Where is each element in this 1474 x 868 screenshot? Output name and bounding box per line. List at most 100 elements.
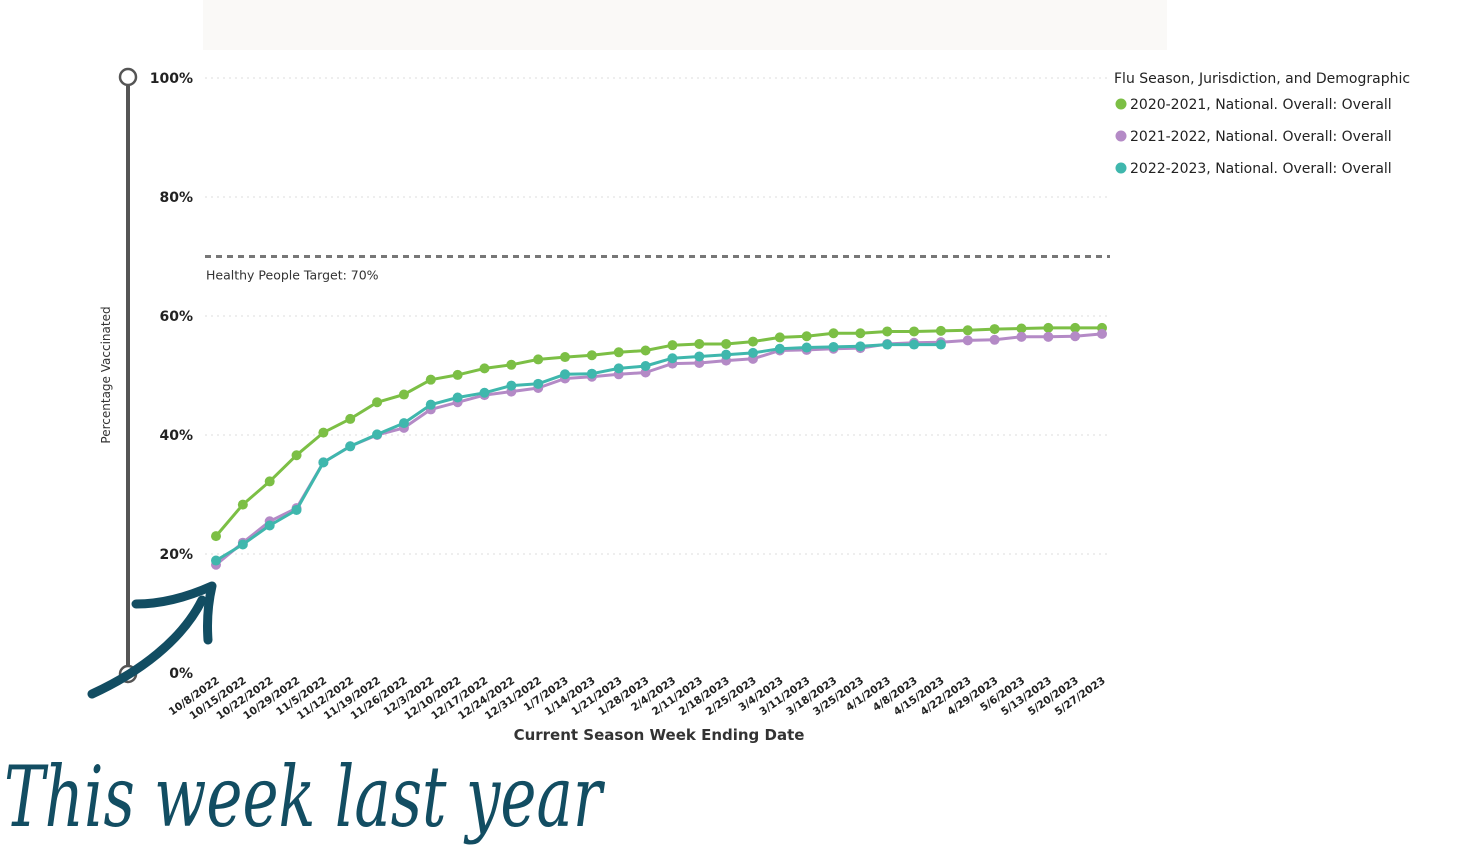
data-point[interactable] bbox=[479, 363, 490, 374]
data-point[interactable] bbox=[828, 341, 839, 352]
y-axis-title: Percentage Vaccinated bbox=[99, 306, 113, 443]
legend-swatch bbox=[1115, 98, 1127, 110]
data-point[interactable] bbox=[855, 328, 866, 339]
data-point[interactable] bbox=[962, 325, 973, 336]
data-point[interactable] bbox=[989, 334, 1000, 345]
y-tick-label: 100% bbox=[150, 71, 193, 87]
data-point[interactable] bbox=[586, 350, 597, 361]
y-tick-label: 40% bbox=[159, 428, 193, 444]
legend-swatch bbox=[1115, 130, 1127, 142]
legend-items: 2020-2021, National. Overall: Overall 202… bbox=[1115, 97, 1392, 177]
gridlines bbox=[205, 77, 1110, 555]
data-point[interactable] bbox=[318, 427, 329, 438]
series-layer bbox=[211, 322, 1107, 570]
legend-item[interactable]: 2021-2022, National. Overall: Overall bbox=[1115, 129, 1392, 145]
data-point[interactable] bbox=[1043, 331, 1054, 342]
data-point[interactable] bbox=[237, 499, 248, 510]
data-point[interactable] bbox=[747, 336, 758, 347]
data-point[interactable] bbox=[613, 347, 624, 358]
data-point[interactable] bbox=[398, 389, 409, 400]
y-range-slider[interactable] bbox=[118, 67, 138, 684]
data-point[interactable] bbox=[909, 339, 920, 350]
series-line bbox=[215, 343, 941, 562]
series-line bbox=[214, 326, 1102, 538]
data-point[interactable] bbox=[479, 387, 490, 398]
data-point[interactable] bbox=[1070, 322, 1081, 333]
x-axis-title: Current Season Week Ending Date bbox=[514, 726, 805, 744]
data-point[interactable] bbox=[211, 531, 221, 542]
data-point[interactable] bbox=[855, 341, 866, 352]
data-point[interactable] bbox=[264, 476, 275, 487]
data-point[interactable] bbox=[345, 413, 356, 424]
data-point[interactable] bbox=[721, 338, 732, 349]
data-point[interactable] bbox=[828, 328, 839, 339]
data-point[interactable] bbox=[398, 418, 409, 429]
data-point[interactable] bbox=[640, 360, 651, 371]
data-point[interactable] bbox=[425, 374, 436, 385]
arrow-icon bbox=[87, 581, 217, 699]
data-point[interactable] bbox=[694, 338, 705, 349]
data-point[interactable] bbox=[882, 339, 893, 350]
data-point[interactable] bbox=[560, 369, 571, 380]
y-tick-label: 20% bbox=[159, 547, 193, 563]
target-reference-line: Healthy People Target: 70% bbox=[205, 255, 1110, 283]
legend-label: 2021-2022, National. Overall: Overall bbox=[1130, 129, 1392, 145]
data-point[interactable] bbox=[667, 340, 678, 351]
data-point[interactable] bbox=[425, 399, 436, 410]
data-point[interactable] bbox=[291, 504, 302, 515]
data-point[interactable] bbox=[452, 392, 463, 403]
data-point[interactable] bbox=[1016, 323, 1027, 334]
data-point[interactable] bbox=[211, 555, 221, 566]
data-point[interactable] bbox=[613, 363, 624, 374]
data-point[interactable] bbox=[1043, 322, 1054, 333]
x-axis-ticks: 10/8/202210/15/202210/22/202210/29/20221… bbox=[167, 675, 1108, 723]
data-point[interactable] bbox=[1070, 331, 1081, 342]
data-point[interactable] bbox=[372, 397, 383, 408]
data-point[interactable] bbox=[882, 326, 893, 337]
data-point[interactable] bbox=[586, 368, 597, 379]
data-point[interactable] bbox=[909, 326, 920, 337]
y-tick-label: 60% bbox=[159, 309, 193, 325]
data-point[interactable] bbox=[721, 349, 732, 360]
legend-title: Flu Season, Jurisdiction, and Demographi… bbox=[1114, 71, 1410, 87]
data-point[interactable] bbox=[506, 380, 517, 391]
slider-handle-top[interactable] bbox=[118, 67, 138, 87]
data-point[interactable] bbox=[935, 325, 946, 336]
data-point[interactable] bbox=[962, 335, 973, 346]
data-point[interactable] bbox=[1016, 331, 1027, 342]
data-point[interactable] bbox=[935, 339, 946, 350]
series-2020-2021 bbox=[211, 322, 1107, 542]
legend-item[interactable]: 2020-2021, National. Overall: Overall bbox=[1115, 97, 1392, 113]
data-point[interactable] bbox=[774, 343, 785, 354]
data-point[interactable] bbox=[801, 342, 812, 353]
data-point[interactable] bbox=[1097, 328, 1107, 339]
data-point[interactable] bbox=[372, 429, 383, 440]
y-tick-label: 80% bbox=[159, 190, 193, 206]
data-point[interactable] bbox=[533, 354, 544, 365]
legend-label: 2020-2021, National. Overall: Overall bbox=[1130, 97, 1392, 113]
data-point[interactable] bbox=[237, 539, 248, 550]
data-point[interactable] bbox=[667, 353, 678, 364]
data-point[interactable] bbox=[747, 347, 758, 358]
data-point[interactable] bbox=[774, 332, 785, 343]
data-point[interactable] bbox=[694, 351, 705, 362]
data-point[interactable] bbox=[560, 352, 571, 363]
series-2022-2023 bbox=[211, 339, 946, 566]
legend-item[interactable]: 2022-2023, National. Overall: Overall bbox=[1115, 161, 1392, 177]
y-axis-ticks: 0% 20% 40% 60% 80% 100% bbox=[150, 71, 193, 682]
header-band bbox=[203, 0, 1167, 50]
data-point[interactable] bbox=[801, 331, 812, 342]
data-point[interactable] bbox=[345, 441, 356, 452]
data-point[interactable] bbox=[264, 520, 275, 531]
data-point[interactable] bbox=[640, 345, 651, 356]
data-point[interactable] bbox=[318, 457, 329, 468]
legend-swatch bbox=[1115, 162, 1127, 174]
data-point[interactable] bbox=[452, 369, 463, 380]
y-tick-label: 0% bbox=[169, 666, 193, 682]
data-point[interactable] bbox=[989, 324, 1000, 335]
legend: Flu Season, Jurisdiction, and Demographi… bbox=[1114, 71, 1410, 177]
data-point[interactable] bbox=[506, 359, 517, 370]
data-point[interactable] bbox=[291, 450, 302, 461]
data-point[interactable] bbox=[533, 378, 544, 389]
